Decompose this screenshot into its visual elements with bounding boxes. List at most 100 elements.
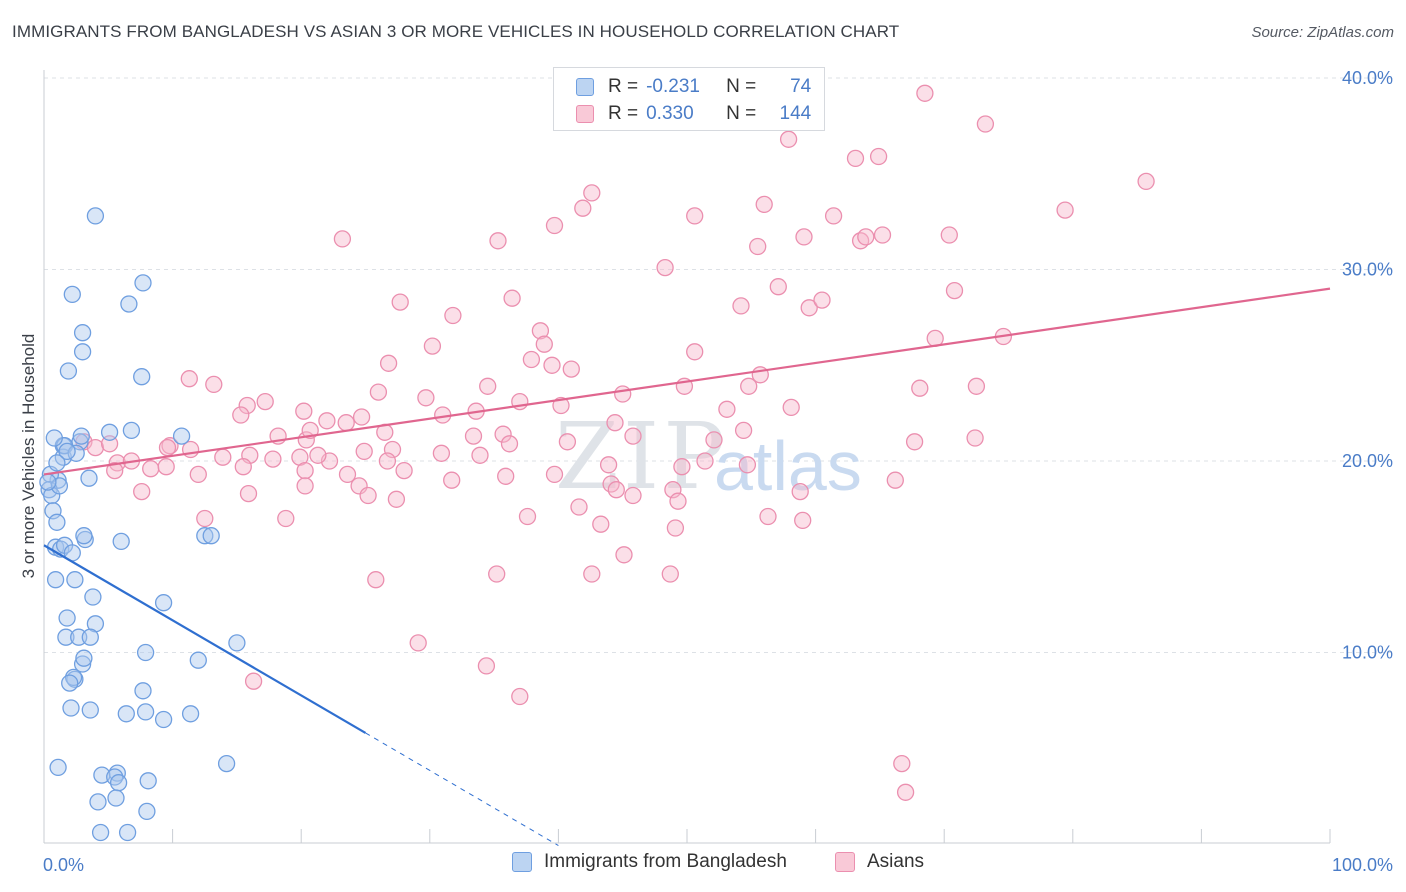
bangladesh-point: [48, 454, 66, 472]
asians-point: [769, 278, 787, 296]
asians-point: [614, 385, 632, 403]
legend-label-asians: Asians: [867, 851, 925, 872]
asians-point: [395, 461, 413, 480]
axis-layer: [43, 70, 1331, 844]
asians-point: [367, 571, 385, 589]
bangladesh-point: [134, 682, 152, 700]
bangladesh-point: [117, 705, 135, 723]
asians-point: [791, 482, 809, 501]
asians-point: [696, 452, 714, 470]
asians-point: [464, 427, 483, 445]
asians-point: [277, 509, 295, 528]
bangladesh-point: [81, 628, 99, 646]
asians-point: [489, 232, 507, 250]
bangladesh-point: [46, 571, 65, 589]
tick-layer: 10.0% 20.0% 30.0% 40.0% 0.0% 100.0%: [43, 68, 1393, 875]
asians-point: [574, 199, 592, 217]
x-tick-label: 0.0%: [43, 855, 84, 875]
bangladesh-point: [172, 427, 191, 445]
series-legend: Immigrants from Bangladesh Asians: [0, 851, 1406, 877]
asians-point: [337, 414, 355, 432]
y-tick-label: 30.0%: [1342, 260, 1393, 280]
asians-point: [606, 414, 624, 432]
legend-item-asians[interactable]: Asians: [835, 851, 924, 873]
asians-point: [443, 471, 461, 489]
asians-point: [417, 389, 435, 407]
asians-point: [607, 481, 625, 499]
asians-point: [846, 149, 865, 168]
bangladesh-point: [134, 274, 152, 292]
bangladesh-point: [154, 710, 173, 729]
asians-point: [503, 289, 521, 307]
bangladesh-point: [63, 285, 81, 304]
asians-point: [673, 458, 691, 476]
bangladesh-point: [49, 758, 67, 777]
asians-point: [732, 297, 750, 315]
legend-r-label: R =: [608, 76, 639, 97]
asians-point: [133, 482, 151, 501]
asians-point: [196, 509, 214, 528]
asians-point: [916, 84, 934, 102]
bangladesh-point: [39, 473, 57, 491]
bangladesh-point: [120, 295, 138, 313]
asians-point: [1056, 201, 1074, 219]
bangladesh-point: [202, 527, 220, 545]
asians-point: [966, 429, 984, 447]
asians-point: [779, 130, 798, 148]
asians-point: [180, 370, 198, 388]
asians-point: [945, 281, 964, 300]
bangladesh-point: [118, 823, 137, 842]
asians-point: [256, 392, 274, 411]
asians-point: [570, 498, 588, 516]
bangladesh-point: [59, 362, 78, 380]
bangladesh-point: [91, 823, 110, 842]
asians-point: [893, 754, 911, 773]
asians-point: [718, 400, 736, 418]
asians-point: [309, 446, 327, 464]
legend-item-bangladesh[interactable]: Immigrants from Bangladesh: [512, 851, 787, 873]
asians-point: [477, 657, 496, 675]
bangladesh-point: [136, 643, 155, 662]
asians-point: [755, 195, 773, 214]
asians-point: [86, 438, 105, 457]
bangladesh-point: [58, 609, 76, 627]
asians-point: [738, 456, 757, 474]
asians-point: [869, 147, 888, 166]
asians-point: [296, 461, 314, 480]
bangladesh-point: [66, 571, 84, 589]
asians-point: [391, 293, 409, 311]
bangladesh-point: [45, 429, 63, 447]
grid-layer: [44, 77, 1392, 653]
asians-point: [264, 450, 282, 468]
bangladesh-point: [57, 628, 75, 646]
asians-point: [592, 515, 610, 533]
bangladesh-point: [73, 324, 92, 342]
asians-point: [387, 490, 406, 508]
asians-point: [782, 398, 800, 417]
trend-layer: [43, 287, 1331, 846]
legend-n-value: 74: [790, 76, 812, 97]
asians-point: [669, 492, 687, 510]
asians-point: [535, 335, 553, 353]
asians-point: [686, 343, 704, 361]
asians-point: [378, 452, 397, 470]
legend-row-bangladesh: R = -0.231 N = 74: [576, 75, 811, 99]
asians-point: [545, 465, 564, 484]
bangladesh-point: [138, 802, 156, 821]
asians-point: [599, 456, 618, 474]
bangladesh-point: [100, 423, 119, 441]
asians-point: [686, 207, 704, 225]
asians-point: [543, 356, 561, 374]
watermark-atlas: atlas: [714, 427, 862, 505]
bangladesh-point: [189, 651, 207, 669]
asians-point: [734, 421, 753, 440]
y-tick-label: 10.0%: [1342, 643, 1393, 663]
asians-point: [624, 427, 642, 445]
asians-point: [239, 484, 258, 503]
bangladesh-point: [181, 705, 200, 723]
legend-swatch-blue: [576, 78, 594, 96]
bangladesh-point: [86, 207, 105, 225]
bangladesh-point: [81, 701, 99, 719]
asians-point: [142, 460, 160, 478]
